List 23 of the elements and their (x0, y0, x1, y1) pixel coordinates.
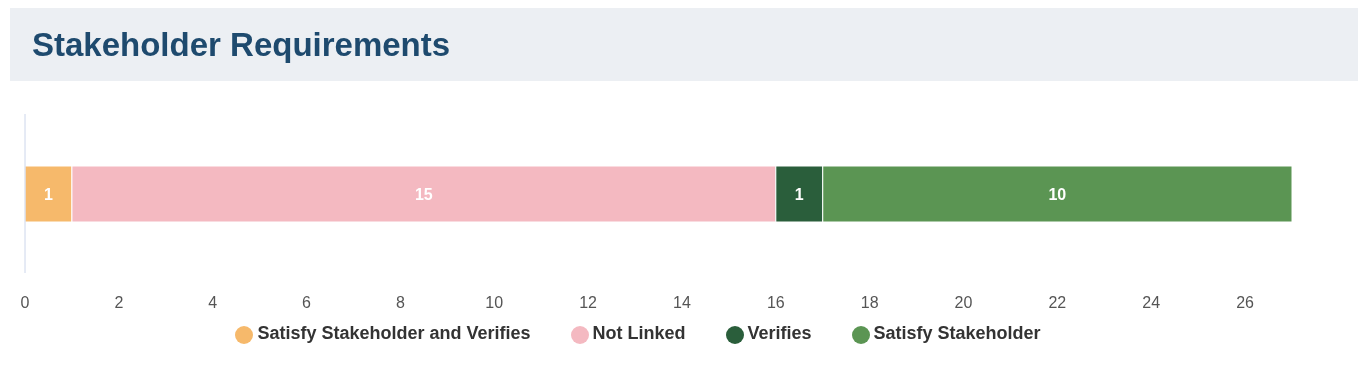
x-tick-label: 16 (766, 294, 785, 312)
data-label: 10 (1048, 185, 1067, 203)
data-label: 15 (414, 185, 433, 203)
x-tick-label: 6 (302, 294, 312, 312)
x-tick-label: 18 (860, 294, 879, 312)
chart-title: Stakeholder Requirements (32, 25, 451, 64)
x-tick-label: 12 (579, 294, 598, 312)
legend-label: Satisfy Stakeholder and Verifies (257, 323, 531, 343)
data-label: 1 (44, 185, 54, 203)
legend-label: Satisfy Stakeholder (873, 323, 1041, 343)
x-tick-label: 20 (954, 294, 973, 312)
x-tick-label: 24 (1142, 294, 1161, 312)
x-tick-label: 2 (114, 294, 124, 312)
x-tick-label: 26 (1236, 294, 1255, 312)
data-label: 1 (794, 185, 804, 203)
x-tick-label: 8 (395, 294, 405, 312)
x-tick-label: 14 (673, 294, 691, 312)
x-tick-label: 22 (1048, 294, 1067, 312)
legend-label: Not Linked (592, 323, 686, 343)
x-tick-label: 0 (20, 294, 30, 312)
x-tick-label: 10 (485, 294, 504, 312)
x-tick-label: 4 (208, 294, 218, 312)
legend-label: Verifies (747, 323, 812, 343)
